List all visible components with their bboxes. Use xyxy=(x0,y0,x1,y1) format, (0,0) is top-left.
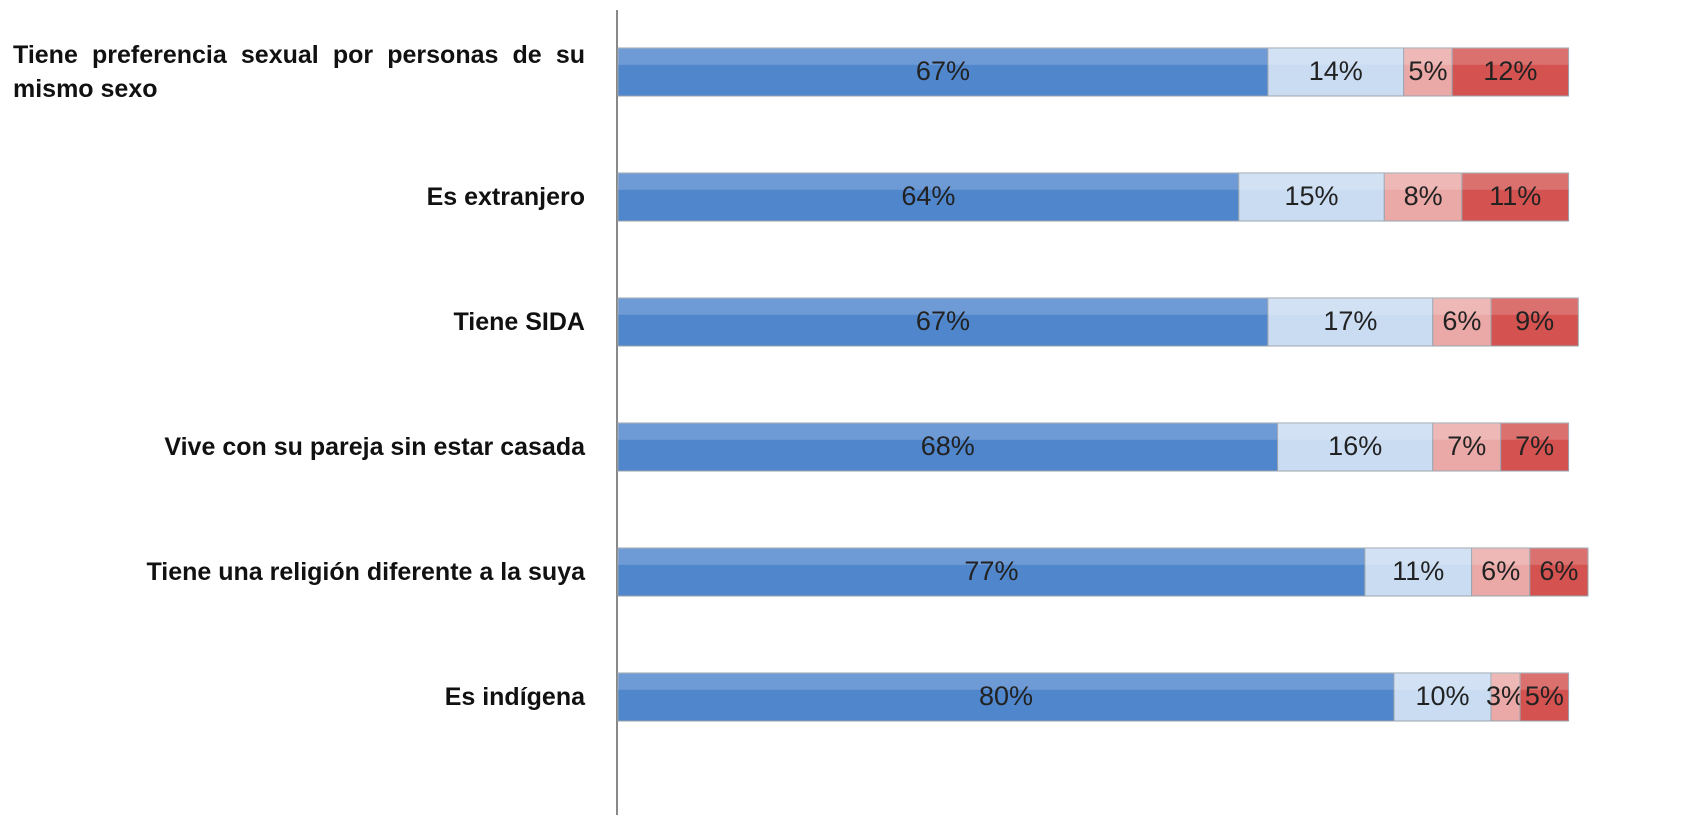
data-label: 5% xyxy=(1408,56,1447,86)
bar-highlight xyxy=(1529,548,1588,565)
data-label: 67% xyxy=(916,306,970,336)
data-label: 80% xyxy=(979,681,1033,711)
bar-highlight xyxy=(1432,423,1501,440)
bar-highlight xyxy=(1471,548,1530,565)
bar-highlight xyxy=(1277,423,1433,440)
data-label: 6% xyxy=(1539,556,1578,586)
bar-segment xyxy=(1432,422,1502,472)
bar-segment xyxy=(1529,547,1589,597)
bar-segment xyxy=(1403,47,1453,97)
bar-highlight xyxy=(1267,48,1404,65)
bar-segment xyxy=(617,297,1269,347)
bar-segment xyxy=(1364,547,1473,597)
bar-segment xyxy=(1451,47,1570,97)
bar-highlight xyxy=(618,673,1394,690)
bar-segment xyxy=(1471,547,1531,597)
bar-highlight xyxy=(1403,48,1453,65)
bar-highlight xyxy=(618,173,1239,190)
data-label: 9% xyxy=(1515,306,1554,336)
bar-segment xyxy=(1267,297,1434,347)
bar-segment xyxy=(1393,672,1492,722)
data-label: 77% xyxy=(964,556,1018,586)
bar-highlight xyxy=(1394,673,1491,690)
data-label: 10% xyxy=(1415,681,1469,711)
data-label: 5% xyxy=(1525,681,1564,711)
bar-segment xyxy=(1432,297,1492,347)
bar-segment xyxy=(1490,297,1579,347)
category-label: Es indígena xyxy=(444,683,585,711)
data-label: 7% xyxy=(1515,431,1554,461)
bar-segment xyxy=(1383,172,1463,222)
bar-segment xyxy=(617,172,1240,222)
bar-highlight xyxy=(1267,298,1433,315)
data-label: 16% xyxy=(1328,431,1382,461)
data-label: 8% xyxy=(1404,181,1443,211)
bar-segment xyxy=(1519,672,1570,722)
bar-highlight xyxy=(1500,423,1569,440)
bar-segment xyxy=(1277,422,1434,472)
data-label: 7% xyxy=(1447,431,1486,461)
data-label: 3% xyxy=(1486,681,1525,711)
category-label: Vive con su pareja sin estar casada xyxy=(164,433,585,461)
bar-highlight xyxy=(618,423,1278,440)
bar-highlight xyxy=(618,548,1365,565)
data-label: 14% xyxy=(1309,56,1363,86)
bar-segment xyxy=(617,672,1395,722)
bar-highlight xyxy=(1491,673,1521,690)
bar-highlight xyxy=(1491,298,1579,315)
bar-segment xyxy=(617,422,1279,472)
data-label: 6% xyxy=(1481,556,1520,586)
bar-highlight xyxy=(618,48,1268,65)
data-label: 64% xyxy=(901,181,955,211)
data-label: 11% xyxy=(1489,181,1541,211)
bar-highlight xyxy=(1520,673,1569,690)
bar-highlight xyxy=(1452,48,1569,65)
data-label: 17% xyxy=(1323,306,1377,336)
data-label: 15% xyxy=(1285,181,1339,211)
bar-segment xyxy=(617,47,1269,97)
data-label: 68% xyxy=(921,431,975,461)
category-label: Tiene preferencia sexual por personas de… xyxy=(13,41,585,103)
bar-highlight xyxy=(1238,173,1385,190)
data-label: 11% xyxy=(1392,556,1444,586)
bar-segment xyxy=(1500,422,1570,472)
bar-highlight xyxy=(1384,173,1462,190)
bar-highlight xyxy=(1461,173,1569,190)
data-label: 12% xyxy=(1483,56,1537,86)
bar-highlight xyxy=(618,298,1268,315)
category-label: Tiene SIDA xyxy=(453,308,585,336)
category-label: Es extranjero xyxy=(426,183,585,211)
bar-highlight xyxy=(1364,548,1472,565)
category-label: Tiene una religión diferente a la suya xyxy=(146,558,585,586)
bar-segment xyxy=(1461,172,1570,222)
data-label: 6% xyxy=(1442,306,1481,336)
bar-highlight xyxy=(1432,298,1491,315)
data-label: 67% xyxy=(916,56,970,86)
